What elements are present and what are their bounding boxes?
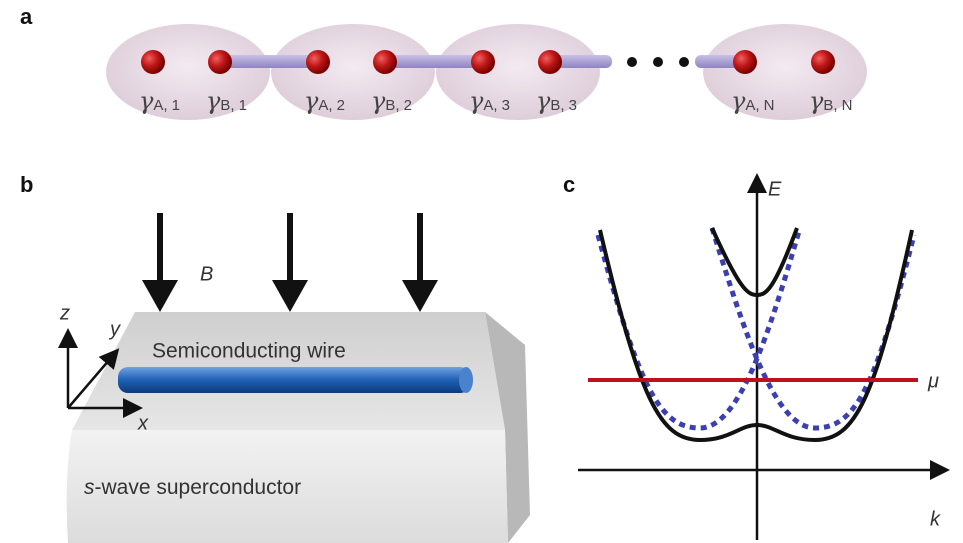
symbol: γ xyxy=(809,87,824,115)
wire-label: Semiconducting wire xyxy=(152,340,346,363)
symbol: γ xyxy=(304,87,319,115)
panel-label: c xyxy=(563,172,575,197)
substrate-text: -wave superconductor xyxy=(95,476,302,499)
subscript: B, 3 xyxy=(550,97,577,114)
axis-label: k xyxy=(930,508,941,530)
symbol: γ xyxy=(469,87,484,115)
axis-label: E xyxy=(768,178,782,200)
majorana xyxy=(733,50,757,74)
panel-label: b xyxy=(20,172,33,197)
band-plot xyxy=(578,178,945,540)
majorana xyxy=(208,50,232,74)
symbol: γ xyxy=(731,87,746,115)
wire xyxy=(118,367,473,393)
subscript: A, N xyxy=(745,97,774,114)
field-arrows xyxy=(142,213,438,312)
majorana xyxy=(811,50,835,74)
symbol: γ xyxy=(371,87,386,115)
subscript: A, 1 xyxy=(153,97,180,114)
subscript: B, 2 xyxy=(385,97,412,114)
majorana xyxy=(141,50,165,74)
axis-label: y xyxy=(108,318,121,340)
axis-label: x xyxy=(137,412,149,434)
mu-label: μ xyxy=(927,370,939,392)
subscript: A, 2 xyxy=(318,97,345,114)
symbol: γ xyxy=(206,87,221,115)
substrate-prefix: s xyxy=(84,476,95,499)
substrate-label: s-wave superconductor xyxy=(84,476,301,499)
figure: a γA, 1γB, 1γA, 2γB, 2γA, 3γB, 3γA, NγB,… xyxy=(0,0,963,543)
majorana xyxy=(538,50,562,74)
symbol: γ xyxy=(536,87,551,115)
symbol: γ xyxy=(139,87,154,115)
majorana xyxy=(306,50,330,74)
majorana xyxy=(471,50,495,74)
majorana xyxy=(373,50,397,74)
axis-label: z xyxy=(59,302,70,324)
subscript: A, 3 xyxy=(483,97,510,114)
field-label: B xyxy=(200,263,213,285)
panel-label: a xyxy=(20,4,33,29)
subscript: B, 1 xyxy=(220,97,247,114)
subscript: B, N xyxy=(823,97,852,114)
